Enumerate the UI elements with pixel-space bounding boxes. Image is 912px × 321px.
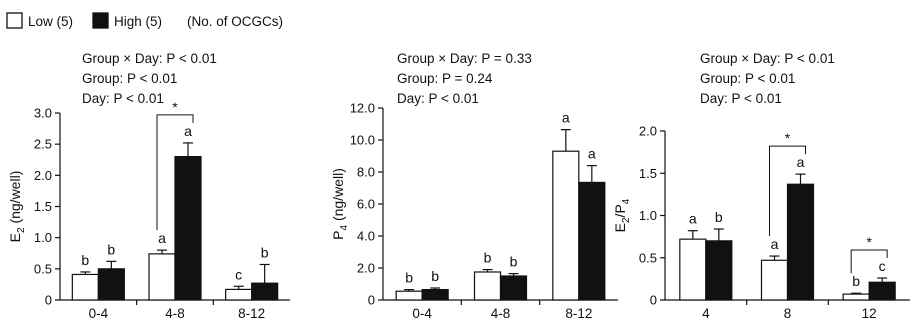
y-tick-label: 4.0	[357, 229, 375, 244]
significance-letter: a	[158, 230, 166, 246]
bar-high	[786, 183, 815, 301]
stat-line: Day: P < 0.01	[397, 91, 479, 106]
stat-line: Day: P < 0.01	[82, 91, 164, 106]
bar-low	[148, 253, 176, 301]
significance-letter: a	[771, 236, 779, 252]
y-tick-label: 0.5	[34, 261, 52, 276]
significance-letter: b	[107, 241, 115, 257]
legend-label-low: Low (5)	[28, 14, 73, 29]
y-axis-label: E2/P4	[612, 198, 632, 232]
bar-low	[679, 238, 707, 301]
y-tick-label: 1.5	[639, 166, 657, 181]
significance-letter: a	[689, 211, 697, 227]
y-tick-label: 0	[650, 293, 657, 308]
y-axis-label: P4 (ng/well)	[330, 168, 350, 240]
bar-low	[552, 150, 580, 301]
chart-3: Group × Day: P < 0.01 Group: P < 0.01 Day:…	[612, 51, 910, 321]
significance-letter: b	[510, 254, 518, 270]
y-tick-label: 1.5	[34, 199, 52, 214]
x-tick-label: 12	[862, 306, 877, 321]
bar-high	[97, 268, 125, 301]
stat-line: Group × Day: P < 0.01	[82, 51, 217, 66]
y-tick-label: 2.5	[34, 137, 52, 152]
significance-bracket	[769, 145, 806, 237]
x-tick-label: 8	[784, 306, 792, 321]
y-tick-label: 2.0	[357, 261, 375, 276]
significance-letter: c	[235, 266, 242, 282]
stat-line: Group: P < 0.01	[82, 71, 177, 86]
y-axis-label: E2 (ng/well)	[7, 171, 27, 243]
stat-line: Group × Day: P < 0.01	[700, 51, 835, 66]
y-tick-label: 1.0	[639, 208, 657, 223]
bar-high	[705, 240, 733, 301]
legend: Low (5) High (5) (No. of OCGCs)	[6, 12, 283, 29]
bar-low	[71, 273, 99, 301]
bar-high	[421, 289, 449, 301]
bar-high	[499, 275, 528, 301]
x-tick-label: 8-12	[565, 306, 592, 321]
stat-line: Day: P < 0.01	[700, 91, 782, 106]
bar-high	[578, 181, 606, 301]
bar-low	[395, 290, 423, 301]
significance-letter: a	[562, 110, 570, 126]
significance-bracket	[850, 249, 888, 274]
y-tick-label: 10.0	[350, 133, 375, 148]
bar-high	[251, 282, 279, 301]
chart-1: Group × Day: P < 0.01 Group: P < 0.01 Day:…	[7, 51, 290, 321]
x-tick-label: 4-8	[491, 306, 511, 321]
y-tick-label: 8.0	[357, 165, 375, 180]
x-tick-label: 0-4	[89, 306, 109, 321]
significance-letter: b	[715, 209, 723, 225]
bar-low	[225, 288, 253, 301]
charts-area: Group × Day: P < 0.01 Group: P < 0.01 Day:…	[7, 51, 910, 321]
significance-letter: a	[588, 146, 596, 162]
significance-bracket	[156, 114, 194, 231]
significance-letter: b	[81, 252, 89, 268]
significance-letter: b	[484, 250, 492, 266]
y-tick-label: 2.0	[639, 124, 657, 139]
x-tick-label: 4-8	[165, 306, 185, 321]
significance-letter: c	[879, 258, 886, 274]
legend-label-high: High (5)	[114, 14, 162, 29]
stat-line: Group: P < 0.01	[700, 71, 795, 86]
significance-star: *	[866, 234, 872, 250]
y-tick-label: 2.0	[34, 168, 52, 183]
significance-letter: a	[797, 154, 805, 170]
y-tick-label: 3.0	[34, 106, 52, 121]
significance-letter: b	[261, 244, 269, 260]
significance-star: *	[172, 99, 178, 115]
legend-swatch-low	[6, 12, 23, 29]
x-tick-label: 0-4	[412, 306, 432, 321]
x-tick-label: 4	[702, 306, 710, 321]
legend-note: (No. of OCGCs)	[187, 14, 283, 29]
bar-high	[868, 281, 896, 301]
y-tick-label: 0	[45, 293, 52, 308]
bar-low	[760, 259, 789, 301]
bar-high	[174, 156, 202, 301]
x-tick-label: 8-12	[238, 306, 265, 321]
significance-letter: b	[405, 270, 413, 286]
chart-2: Group × Day: P = 0.33 Group: P = 0.24 Day:…	[330, 51, 618, 321]
significance-star: *	[785, 130, 791, 146]
y-tick-label: 0	[368, 293, 375, 308]
bar-low	[842, 293, 870, 301]
y-tick-label: 6.0	[357, 197, 375, 212]
stat-line: Group × Day: P = 0.33	[397, 51, 532, 66]
y-tick-label: 1.0	[34, 230, 52, 245]
stat-line: Group: P = 0.24	[397, 71, 493, 86]
legend-swatch-high	[92, 12, 109, 29]
significance-letter: b	[431, 268, 439, 284]
significance-letter: b	[852, 273, 860, 289]
y-tick-label: 0.5	[639, 250, 657, 265]
bar-low	[473, 271, 502, 301]
significance-letter: a	[184, 123, 192, 139]
y-tick-label: 12.0	[350, 101, 375, 116]
